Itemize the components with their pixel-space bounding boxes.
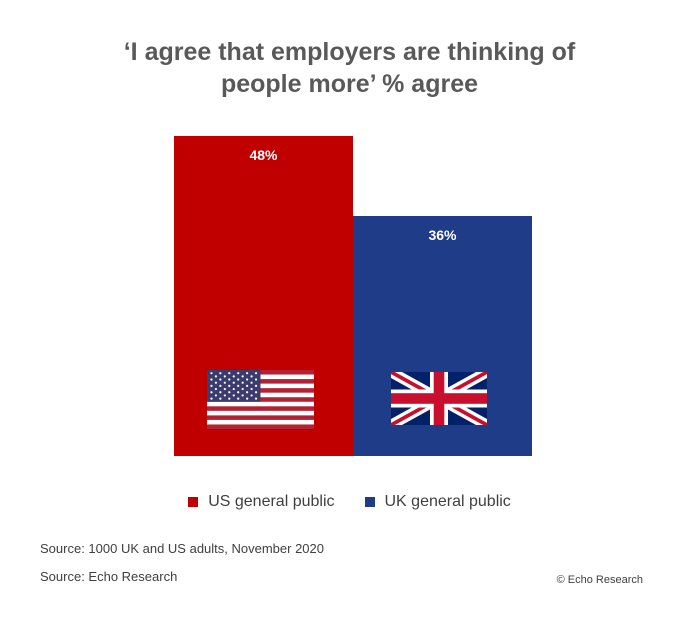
source-note-1: Source: 1000 UK and US adults, November …: [40, 541, 325, 556]
bar-value-label-uk: 36%: [428, 227, 457, 243]
legend-label-uk: UK general public: [384, 493, 511, 510]
copyright-note: © Echo Research: [556, 574, 643, 586]
bar-value-label-us: 48%: [249, 147, 278, 163]
chart-legend: US general public UK general public: [0, 493, 699, 511]
chart-title-line-2: people more’ % agree: [220, 70, 479, 98]
uk-flag-icon: [391, 372, 487, 425]
legend-label-us: US general public: [208, 493, 335, 510]
us-flag-icon: [207, 370, 314, 429]
chart-title: ‘I agree that employers are thinking of …: [0, 36, 699, 100]
source-note-2: Source: Echo Research: [40, 569, 178, 584]
legend-item-us: US general public: [188, 493, 335, 511]
legend-swatch-us: [188, 497, 199, 507]
legend-item-uk: UK general public: [364, 493, 511, 511]
legend-swatch-uk: [364, 497, 375, 507]
chart-title-line-1: ‘I agree that employers are thinking of: [123, 38, 576, 66]
